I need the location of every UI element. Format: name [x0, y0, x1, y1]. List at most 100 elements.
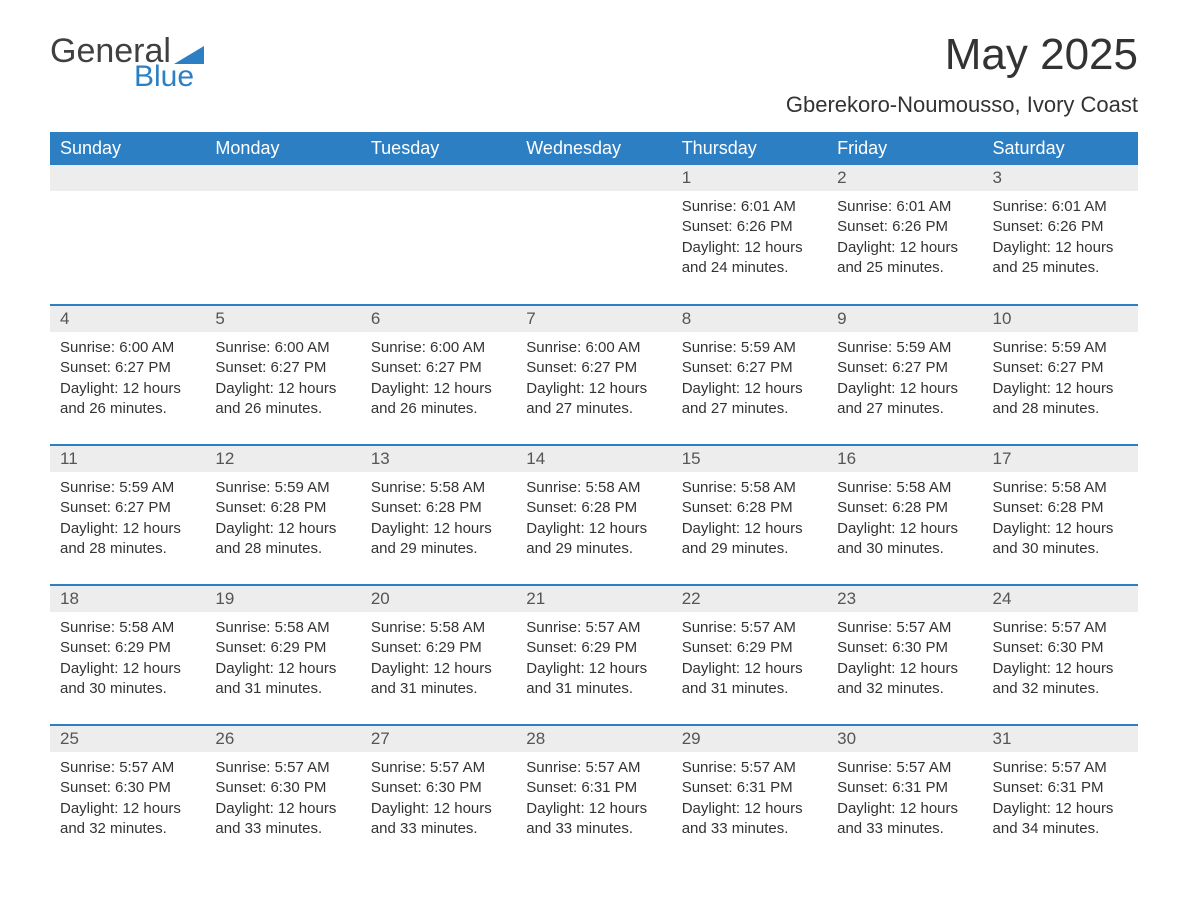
- day-details: Sunrise: 5:59 AMSunset: 6:28 PMDaylight:…: [205, 472, 360, 569]
- daylight-label: Daylight:: [837, 239, 900, 256]
- daylight-label: Daylight:: [993, 660, 1056, 677]
- sunset-value: 6:27 PM: [1048, 359, 1104, 376]
- day-details: Sunrise: 5:58 AMSunset: 6:29 PMDaylight:…: [205, 612, 360, 709]
- sunrise-line: Sunrise: 6:00 AM: [371, 338, 506, 358]
- sunset-line: Sunset: 6:28 PM: [371, 498, 506, 518]
- day-details: Sunrise: 5:57 AM Sunset: 6:30 PM Daylight:…: [205, 752, 360, 849]
- day-cell: 1Sunrise: 6:01 AMSunset: 6:26 PMDaylight…: [672, 165, 827, 305]
- sunrise-label: Sunrise:: [215, 759, 274, 776]
- sunset-value: 6:31 PM: [737, 779, 793, 796]
- daylight-label: Daylight:: [60, 520, 123, 537]
- sunset-value: 6:30 PM: [892, 639, 948, 656]
- sunset-line: Sunset: 6:31 PM: [682, 778, 817, 798]
- sunset-line: Sunset: 6:26 PM: [837, 217, 972, 237]
- day-number: 31: [983, 726, 1138, 752]
- day-details: Sunrise: 5:57 AMSunset: 6:30 PMDaylight:…: [983, 612, 1138, 709]
- sunset-line: Sunset: 6:30 PM: [60, 778, 195, 798]
- day-details: Sunrise: 6:01 AMSunset: 6:26 PMDaylight:…: [983, 191, 1138, 288]
- sunrise-value: 5:58 AM: [741, 479, 796, 496]
- sunset-label: Sunset:: [526, 779, 581, 796]
- sunset-value: 6:28 PM: [270, 499, 326, 516]
- daylight-line: Daylight: 12 hours and 26 minutes.: [371, 379, 506, 420]
- sunrise-value: 5:59 AM: [119, 479, 174, 496]
- sunrise-line: Sunrise: 5:57 AM: [837, 758, 972, 778]
- day-cell: [516, 165, 671, 305]
- sunset-line: Sunset: 6:26 PM: [682, 217, 817, 237]
- sunset-label: Sunset:: [682, 779, 737, 796]
- day-details: Sunrise: 5:58 AMSunset: 6:28 PMDaylight:…: [672, 472, 827, 569]
- sunset-line: Sunset: 6:28 PM: [215, 498, 350, 518]
- day-cell: 18Sunrise: 5:58 AMSunset: 6:29 PMDayligh…: [50, 585, 205, 725]
- sunset-label: Sunset:: [682, 639, 737, 656]
- sunrise-line: Sunrise: 5:57 AM: [526, 758, 661, 778]
- day-details: Sunrise: 5:58 AMSunset: 6:28 PMDaylight:…: [983, 472, 1138, 569]
- day-number: 2: [827, 165, 982, 191]
- daylight-label: Daylight:: [682, 380, 745, 397]
- sunset-label: Sunset:: [60, 639, 115, 656]
- daylight-line: Daylight: 12 hours and 26 minutes.: [215, 379, 350, 420]
- daylight-label: Daylight:: [526, 520, 589, 537]
- sunrise-line: Sunrise: 6:00 AM: [215, 338, 350, 358]
- day-details: Sunrise: 5:57 AMSunset: 6:31 PMDaylight:…: [827, 752, 982, 849]
- sunrise-value: 6:00 AM: [119, 339, 174, 356]
- day-header: Saturday: [983, 132, 1138, 165]
- daylight-label: Daylight:: [526, 800, 589, 817]
- daylight-line: Daylight: 12 hours and 34 minutes.: [993, 799, 1128, 840]
- sunrise-label: Sunrise:: [993, 619, 1052, 636]
- sunrise-value: 5:57 AM: [430, 759, 485, 776]
- day-number: 14: [516, 446, 671, 472]
- sunset-label: Sunset:: [682, 359, 737, 376]
- sunrise-line: Sunrise: 5:58 AM: [993, 478, 1128, 498]
- daylight-line: Daylight: 12 hours and 28 minutes.: [60, 519, 195, 560]
- day-cell: 6Sunrise: 6:00 AMSunset: 6:27 PMDaylight…: [361, 305, 516, 445]
- sunrise-value: 6:00 AM: [585, 339, 640, 356]
- sunrise-line: Sunrise: 5:58 AM: [526, 478, 661, 498]
- sunrise-value: 5:58 AM: [119, 619, 174, 636]
- daylight-line: Daylight: 12 hours and 31 minutes.: [682, 659, 817, 700]
- day-number: 18: [50, 586, 205, 612]
- sunset-label: Sunset:: [837, 218, 892, 235]
- sunrise-value: 6:00 AM: [430, 339, 485, 356]
- daylight-line: Daylight: 12 hours and 31 minutes.: [371, 659, 506, 700]
- sunset-value: 6:30 PM: [270, 779, 326, 796]
- sunrise-label: Sunrise:: [526, 479, 585, 496]
- sunrise-line: Sunrise: 5:57 AM: [837, 618, 972, 638]
- day-details: Sunrise: 5:57 AMSunset: 6:31 PMDaylight:…: [672, 752, 827, 849]
- sunset-line: Sunset: 6:29 PM: [215, 638, 350, 658]
- sunrise-value: 5:58 AM: [585, 479, 640, 496]
- sunset-value: 6:27 PM: [115, 359, 171, 376]
- sunrise-line: Sunrise: 5:57 AM: [526, 618, 661, 638]
- sunset-line: Sunset: 6:30 PM: [215, 778, 350, 798]
- sunrise-label: Sunrise:: [60, 759, 119, 776]
- sunrise-line: Sunrise: 5:58 AM: [60, 618, 195, 638]
- sunrise-line: Sunrise: 6:01 AM: [837, 197, 972, 217]
- sunset-line: Sunset: 6:28 PM: [993, 498, 1128, 518]
- sunset-line: Sunset: 6:27 PM: [682, 358, 817, 378]
- sunset-value: 6:28 PM: [581, 499, 637, 516]
- daylight-label: Daylight:: [371, 380, 434, 397]
- day-cell: 2 Sunrise: 6:01 AMSunset: 6:26 PM Daylight…: [827, 165, 982, 305]
- daylight-label: Daylight:: [215, 800, 278, 817]
- sunrise-line: Sunrise: 5:57 AM: [993, 618, 1128, 638]
- daylight-line: Daylight: 12 hours and 33 minutes.: [371, 799, 506, 840]
- day-cell: 14Sunrise: 5:58 AMSunset: 6:28 PMDayligh…: [516, 445, 671, 585]
- sunrise-label: Sunrise:: [215, 479, 274, 496]
- daylight-line: Daylight: 12 hours and 33 minutes.: [682, 799, 817, 840]
- day-cell: 3Sunrise: 6:01 AMSunset: 6:26 PMDaylight…: [983, 165, 1138, 305]
- sunrise-value: 5:57 AM: [1052, 759, 1107, 776]
- sunset-label: Sunset:: [215, 499, 270, 516]
- week-row: 1Sunrise: 6:01 AMSunset: 6:26 PMDaylight…: [50, 165, 1138, 305]
- day-number: 29: [672, 726, 827, 752]
- day-cell: 12Sunrise: 5:59 AMSunset: 6:28 PMDayligh…: [205, 445, 360, 585]
- sunset-label: Sunset:: [526, 639, 581, 656]
- sunset-line: Sunset: 6:28 PM: [526, 498, 661, 518]
- sunset-value: 6:30 PM: [115, 779, 171, 796]
- daylight-line: Daylight: 12 hours and 31 minutes.: [215, 659, 350, 700]
- daylight-label: Daylight:: [837, 660, 900, 677]
- day-cell: 30Sunrise: 5:57 AMSunset: 6:31 PMDayligh…: [827, 725, 982, 865]
- day-cell: 8Sunrise: 5:59 AMSunset: 6:27 PMDaylight…: [672, 305, 827, 445]
- sunrise-line: Sunrise: 5:58 AM: [837, 478, 972, 498]
- sunrise-value: 5:57 AM: [275, 759, 330, 776]
- day-details: Sunrise: 6:00 AMSunset: 6:27 PMDaylight:…: [50, 332, 205, 429]
- sunset-value: 6:27 PM: [426, 359, 482, 376]
